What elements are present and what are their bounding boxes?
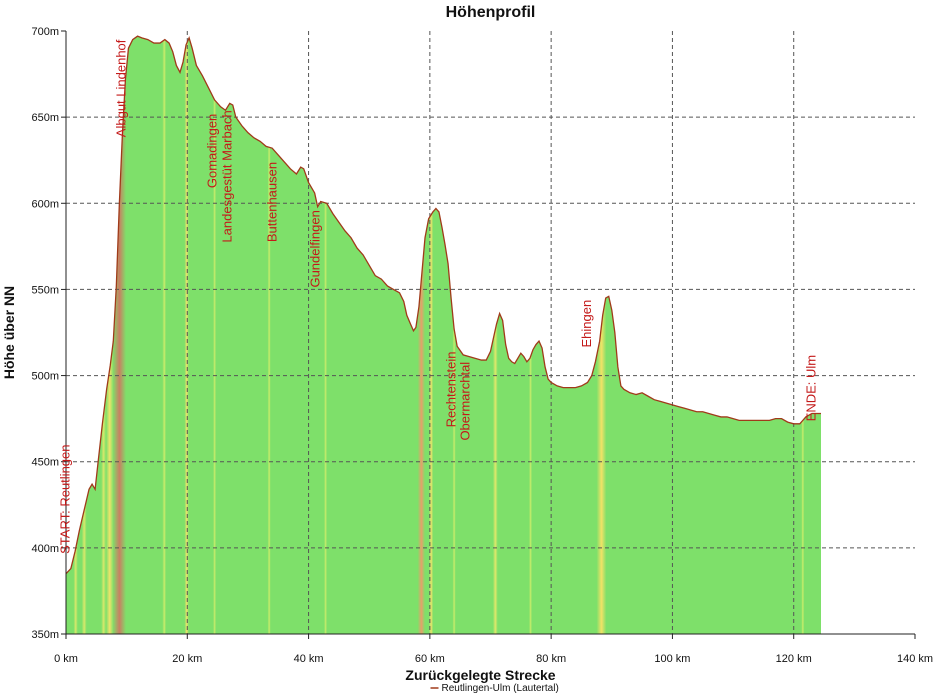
x-tick-label: 20 km (172, 653, 202, 665)
axes (65, 31, 915, 635)
gradient-band (162, 36, 167, 634)
y-tick-label: 650m (31, 112, 59, 124)
place-label: Ehingen (579, 300, 594, 348)
y-axis-title: Höhe über NN (1, 286, 17, 379)
y-tick-label: 500m (31, 371, 59, 383)
gradient-band (452, 36, 456, 634)
x-tick-label: 100 km (654, 653, 690, 665)
gradient-band (596, 36, 607, 634)
x-tick-label: 80 km (536, 653, 566, 665)
elevation-profile-line (65, 35, 821, 575)
place-annotations: START: Reutlingen Albgut Lindenhof Gomadin… (58, 39, 819, 554)
gradient-band (267, 36, 271, 634)
x-tick-label: 120 km (776, 653, 812, 665)
gradient-band (213, 36, 217, 634)
x-axis-ticks: 0 km 20 km 40 km 60 km 80 km 100 km 120 km 140 … (54, 634, 933, 665)
gradient-band (184, 36, 189, 634)
y-tick-label: 450m (31, 457, 59, 469)
place-label: Gomadingen (204, 114, 219, 188)
place-label: ENDE: Ulm (804, 355, 819, 421)
x-axis-title: Zurückgelegte Strecke (405, 667, 555, 683)
x-tick-label: 0 km (54, 653, 78, 665)
place-label: Buttenhausen (264, 162, 279, 242)
y-tick-label: 350m (31, 629, 59, 641)
gradient-band (492, 36, 498, 634)
gradient-band (324, 36, 328, 634)
gradient-band (417, 36, 426, 634)
place-label: Gundelfingen (308, 210, 323, 287)
y-tick-label: 700m (31, 26, 59, 38)
x-tick-label: 40 km (294, 653, 324, 665)
grid-lines (66, 31, 915, 634)
chart-title: Höhenprofil (446, 4, 536, 21)
y-tick-label: 400m (31, 543, 59, 555)
place-label: START: Reutlingen (58, 445, 73, 554)
place-label: Obermarchtal (457, 362, 472, 441)
x-tick-label: 60 km (415, 653, 445, 665)
x-tick-label: 140 km (897, 653, 933, 665)
gradient-band (428, 36, 434, 634)
legend: Reutlingen-Ulm (Lautertal) (430, 683, 559, 694)
place-label: Albgut Lindenhof (113, 39, 128, 137)
y-axis-ticks: 350m 400m 450m 500m 550m 600m 650m 700m (31, 26, 66, 641)
y-tick-label: 600m (31, 198, 59, 210)
place-label: Landesgestüt Marbach (220, 110, 235, 242)
y-tick-label: 550m (31, 284, 59, 296)
legend-label: Reutlingen-Ulm (Lautertal) (442, 683, 559, 694)
place-label: Rechtenstein (443, 352, 458, 428)
